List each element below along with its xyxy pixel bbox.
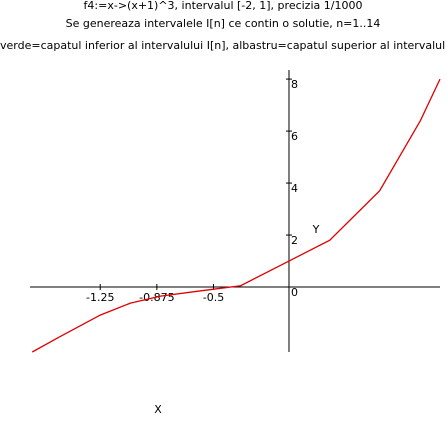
- y-tick-label: 8: [291, 78, 298, 91]
- x-axis-label: X: [154, 403, 162, 416]
- y-tick-label: 0: [291, 286, 298, 299]
- chart-note: verde=capatul inferior al intervalului I…: [0, 39, 445, 52]
- y-tick-label: 4: [291, 182, 298, 195]
- chart-subtitle: Se genereaza intervalele I[n] ce contin …: [66, 17, 381, 30]
- y-tick-label: 6: [291, 130, 298, 143]
- line: [31, 78, 441, 353]
- x-tick-label: -1.25: [86, 291, 114, 304]
- chart-title: f4:=x->(x+1)^3, intervalul [-2, 1], prec…: [84, 0, 363, 12]
- y-tick-label: 2: [291, 234, 298, 247]
- x-tick-label: -0.5: [203, 291, 224, 304]
- y-axis-label: Y: [312, 223, 320, 236]
